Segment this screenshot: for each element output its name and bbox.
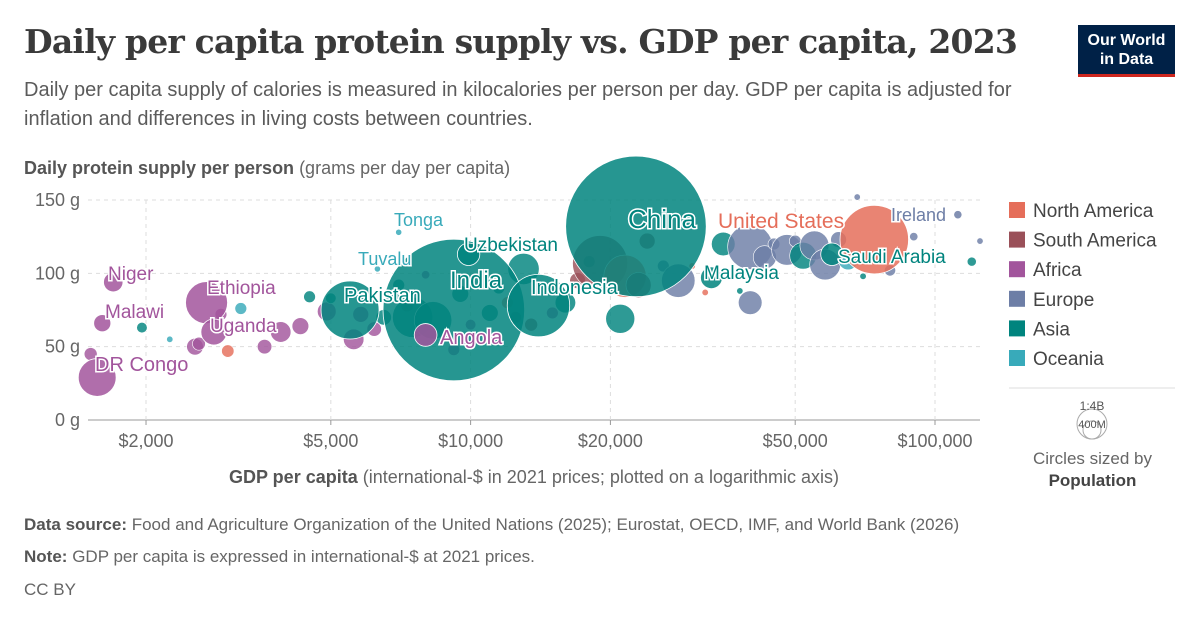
data-point[interactable] — [291, 317, 310, 335]
data-source-label: Data source: — [24, 515, 127, 534]
data-point-malawi[interactable] — [93, 314, 112, 333]
note-text: GDP per capita is expressed in internati… — [72, 547, 535, 566]
data-point[interactable] — [976, 237, 984, 245]
data-point[interactable] — [966, 256, 977, 267]
data-point[interactable] — [303, 290, 316, 304]
logo-line-1: Our World — [1087, 32, 1166, 49]
data-point-tonga[interactable] — [395, 228, 403, 236]
x-tick-label: $2,000 — [118, 431, 173, 451]
legend-swatch[interactable] — [1009, 290, 1025, 307]
footnote: Note: GDP per capita is expressed in int… — [24, 547, 535, 567]
data-point-pakistan[interactable] — [320, 280, 380, 340]
data-point-angola[interactable] — [413, 323, 438, 347]
data-point[interactable] — [736, 287, 744, 295]
legend-swatch[interactable] — [1009, 202, 1025, 218]
owid-logo[interactable]: Our World in Data — [1078, 25, 1175, 77]
legend-item-label[interactable]: Europe — [1033, 290, 1094, 311]
data-point-saudi-arabia[interactable] — [820, 242, 844, 266]
size-legend-small-circle — [1082, 420, 1102, 440]
chart-subtitle: Daily per capita supply of calories is m… — [24, 79, 1012, 130]
data-point[interactable] — [136, 322, 148, 334]
legend-item-label[interactable]: Oceania — [1033, 349, 1104, 370]
y-axis-title-bold: Daily protein supply per person — [24, 158, 294, 178]
data-source-text[interactable]: Food and Agriculture Organization of the… — [131, 515, 960, 534]
data-point-ireland[interactable] — [953, 210, 963, 220]
x-tick-label: $20,000 — [578, 431, 643, 451]
y-tick-label: 0 g — [55, 410, 80, 430]
legend-item-label[interactable]: Africa — [1033, 260, 1082, 281]
data-point[interactable] — [257, 339, 273, 355]
legend-swatch[interactable] — [1009, 350, 1025, 366]
point-label-united-states: United States — [718, 210, 844, 233]
legend-item-label[interactable]: North America — [1033, 201, 1154, 222]
point-label-angola: Angola — [440, 327, 503, 349]
x-tick-label: $50,000 — [763, 431, 828, 451]
legend-item-label[interactable]: South America — [1033, 231, 1157, 252]
data-point-niger[interactable] — [103, 272, 124, 293]
point-label-malaysia: Malaysia — [704, 263, 779, 284]
data-point[interactable] — [859, 272, 867, 280]
license[interactable]: CC BY — [24, 580, 76, 599]
point-label-china: China — [628, 204, 696, 234]
data-point-united-states[interactable] — [839, 204, 909, 275]
size-legend-caption-bold: Population — [1048, 471, 1137, 490]
x-tick-label: $10,000 — [438, 431, 503, 451]
y-axis-title-unit: (grams per day per capita) — [294, 158, 510, 178]
x-axis-title-unit: (international-$ in 2021 prices; plotted… — [358, 467, 839, 487]
data-point[interactable] — [192, 336, 206, 351]
point-label-uzbekistan: Uzbekistan — [464, 235, 558, 256]
point-label-ethiopia: Ethiopia — [207, 278, 276, 299]
data-source: Data source: Food and Agriculture Organi… — [24, 515, 959, 535]
y-tick-label: 100 g — [35, 263, 80, 283]
x-tick-label: $5,000 — [303, 431, 358, 451]
data-point-indonesia[interactable] — [506, 273, 571, 338]
size-legend-caption: Circles sized by Population — [1010, 448, 1175, 492]
data-point[interactable] — [221, 344, 235, 358]
point-label-uganda: Uganda — [210, 316, 277, 337]
point-label-malawi: Malawi — [105, 302, 164, 323]
point-label-dr-congo: DR Congo — [95, 354, 188, 376]
data-point[interactable] — [270, 321, 292, 343]
legend-swatch[interactable] — [1009, 231, 1025, 248]
x-tick-label: $100,000 — [897, 431, 972, 451]
point-label-tonga: Tonga — [394, 210, 444, 230]
point-label-saudi-arabia: Saudi Arabia — [838, 247, 946, 268]
data-point-uganda[interactable] — [200, 318, 228, 346]
data-point[interactable] — [166, 335, 174, 343]
point-label-indonesia: Indonesia — [531, 277, 619, 299]
size-legend-large-label: 1:4B — [1080, 399, 1105, 413]
note-label: Note: — [24, 547, 68, 566]
logo-line-2: in Data — [1099, 51, 1154, 68]
data-point[interactable] — [234, 302, 248, 315]
data-point-tuvalu[interactable] — [373, 265, 382, 273]
data-point-china[interactable] — [565, 155, 707, 298]
legend-swatch[interactable] — [1009, 320, 1025, 337]
point-label-pakistan: Pakistan — [344, 285, 421, 307]
data-point[interactable] — [909, 232, 919, 242]
size-legend-caption-line: Circles sized by — [1032, 449, 1153, 468]
data-point-dr-congo[interactable] — [77, 358, 117, 397]
x-axis-title-bold: GDP per capita — [229, 467, 359, 487]
legend-item-label[interactable]: Asia — [1033, 319, 1070, 340]
y-axis-title: Daily protein supply per person (grams p… — [24, 158, 510, 178]
size-legend-small-label: 400M — [1078, 419, 1106, 431]
point-label-ireland: Ireland — [891, 205, 946, 225]
data-point[interactable] — [738, 290, 763, 315]
point-label-india: India — [450, 267, 503, 294]
data-point[interactable] — [605, 303, 636, 334]
point-label-niger: Niger — [108, 264, 154, 285]
y-tick-label: 150 g — [35, 190, 80, 210]
point-label-tuvalu: Tuvalu — [358, 249, 411, 269]
x-axis-title: GDP per capita (international-$ in 2021 … — [229, 467, 839, 487]
data-point[interactable] — [853, 193, 861, 201]
data-point-malaysia[interactable] — [700, 266, 723, 290]
legend-swatch[interactable] — [1009, 261, 1025, 278]
chart-title: Daily per capita protein supply vs. GDP … — [24, 22, 1018, 61]
data-point[interactable] — [701, 288, 709, 296]
data-point-uzbekistan[interactable] — [456, 242, 481, 266]
y-tick-label: 50 g — [45, 337, 80, 357]
